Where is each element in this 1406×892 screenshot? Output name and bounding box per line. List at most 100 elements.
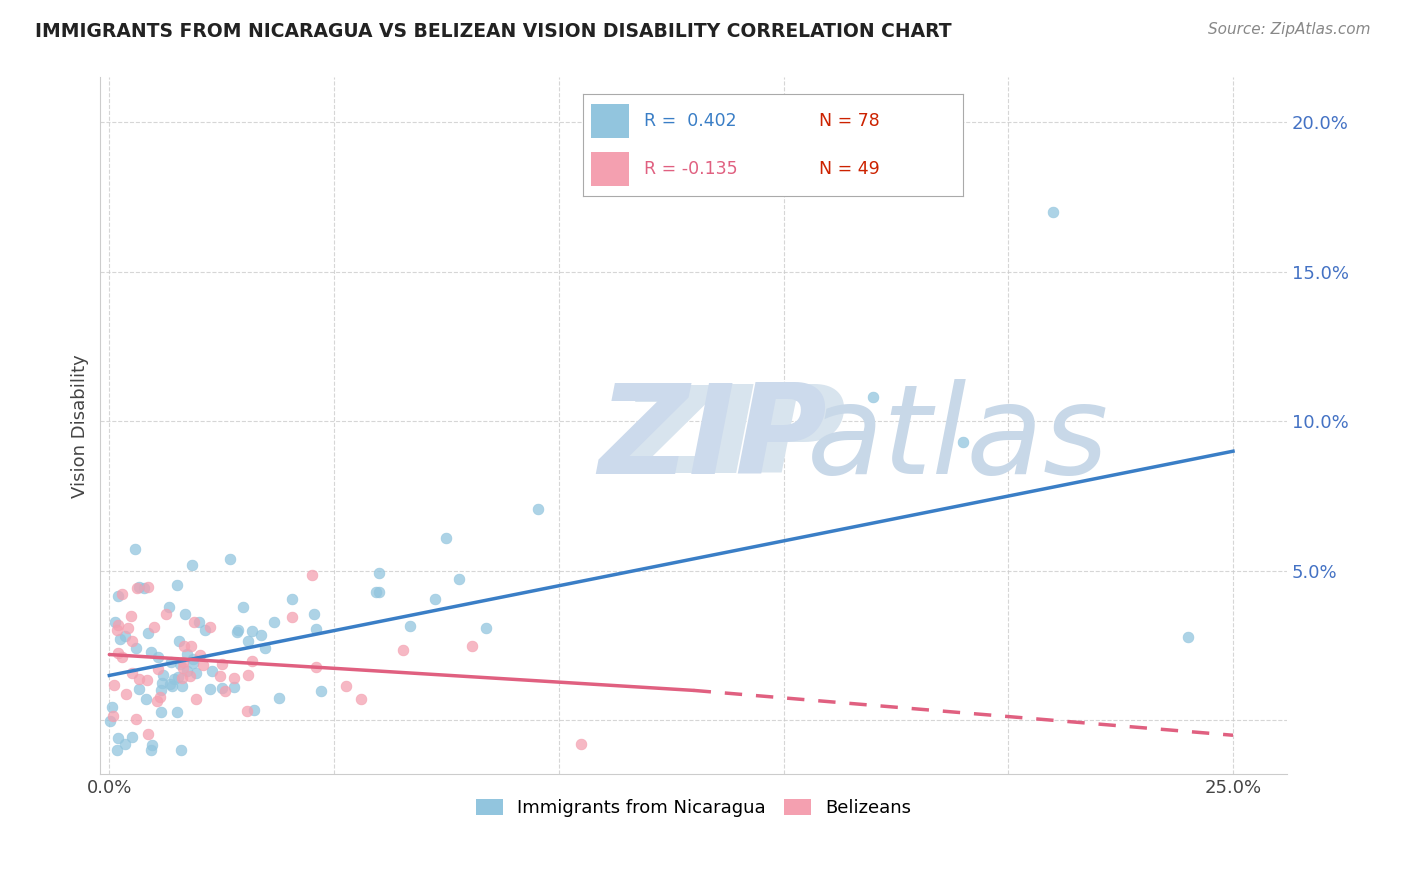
Point xyxy=(136,625,159,640)
Point xyxy=(263,615,285,629)
Point xyxy=(105,624,128,638)
Point xyxy=(172,661,194,675)
Point xyxy=(305,660,328,674)
Point xyxy=(150,682,173,697)
Point xyxy=(236,668,259,682)
Point xyxy=(181,652,204,666)
Point xyxy=(184,692,207,706)
Text: R =  0.402: R = 0.402 xyxy=(644,112,737,130)
FancyBboxPatch shape xyxy=(591,104,628,137)
Point xyxy=(139,645,162,659)
Point xyxy=(141,738,163,752)
Point xyxy=(159,677,181,691)
Point xyxy=(269,691,291,706)
Point xyxy=(862,390,884,404)
Point xyxy=(305,623,328,637)
Point xyxy=(240,624,263,638)
Y-axis label: Vision Disability: Vision Disability xyxy=(72,354,89,498)
Point xyxy=(176,665,198,679)
Point xyxy=(163,672,186,686)
Point xyxy=(475,621,498,635)
Point xyxy=(527,502,550,516)
Point xyxy=(226,625,249,640)
Text: ZIPatlas: ZIPatlas xyxy=(623,381,1177,499)
Point xyxy=(121,666,143,681)
Point xyxy=(447,573,470,587)
Point xyxy=(200,681,222,696)
Point xyxy=(211,657,233,672)
Point xyxy=(238,633,260,648)
Point xyxy=(143,620,166,634)
Point xyxy=(135,691,157,706)
Point xyxy=(120,608,142,623)
Point xyxy=(105,743,128,757)
Point xyxy=(128,580,150,594)
Point xyxy=(104,615,127,630)
Point xyxy=(228,624,250,638)
Text: ZIP: ZIP xyxy=(623,381,846,499)
Point xyxy=(194,624,217,638)
Point xyxy=(183,615,205,629)
Point xyxy=(172,655,194,669)
Point xyxy=(172,671,194,685)
Point xyxy=(101,699,124,714)
Point xyxy=(98,714,121,728)
Point xyxy=(191,657,214,672)
Point xyxy=(952,435,974,450)
Text: Source: ZipAtlas.com: Source: ZipAtlas.com xyxy=(1208,22,1371,37)
Point xyxy=(128,681,150,696)
Point xyxy=(125,581,148,595)
Point xyxy=(186,666,208,681)
Point xyxy=(173,640,195,654)
Point xyxy=(111,587,134,601)
Point xyxy=(569,737,592,751)
Point xyxy=(1042,205,1064,219)
Point xyxy=(176,647,198,661)
Point xyxy=(232,599,254,614)
Text: IMMIGRANTS FROM NICARAGUA VS BELIZEAN VISION DISABILITY CORRELATION CHART: IMMIGRANTS FROM NICARAGUA VS BELIZEAN VI… xyxy=(35,22,952,41)
Point xyxy=(211,681,233,695)
Point xyxy=(157,599,180,614)
Point xyxy=(181,558,204,572)
Point xyxy=(138,580,160,594)
Text: atlas: atlas xyxy=(807,379,1108,500)
Point xyxy=(146,662,169,676)
Point xyxy=(101,709,124,723)
Point xyxy=(152,668,174,682)
Point xyxy=(181,656,204,670)
Point xyxy=(434,532,457,546)
Point xyxy=(281,609,304,624)
Point xyxy=(179,669,201,683)
Point xyxy=(149,705,172,719)
Point xyxy=(392,643,415,657)
Point xyxy=(128,672,150,686)
Text: N = 78: N = 78 xyxy=(818,112,880,130)
Point xyxy=(167,670,190,684)
Point xyxy=(172,679,194,693)
Point xyxy=(107,618,129,632)
Text: ZIP: ZIP xyxy=(599,379,828,500)
Point xyxy=(218,552,240,566)
Point xyxy=(139,743,162,757)
Text: R = -0.135: R = -0.135 xyxy=(644,160,738,178)
Point xyxy=(170,743,193,757)
Point xyxy=(222,671,245,685)
Point xyxy=(301,568,323,582)
Point xyxy=(103,678,125,692)
Point xyxy=(107,646,129,660)
Point xyxy=(235,704,257,718)
Point xyxy=(335,679,357,693)
Point xyxy=(240,654,263,668)
Point xyxy=(399,619,422,633)
Point xyxy=(107,731,129,745)
Point xyxy=(281,592,304,607)
Point xyxy=(107,590,129,604)
Point xyxy=(160,679,183,693)
Point xyxy=(201,664,224,678)
Point xyxy=(214,683,236,698)
Point xyxy=(1177,630,1199,644)
Point xyxy=(166,705,188,719)
Point xyxy=(188,648,211,663)
Point xyxy=(148,690,170,705)
Point xyxy=(134,581,156,595)
